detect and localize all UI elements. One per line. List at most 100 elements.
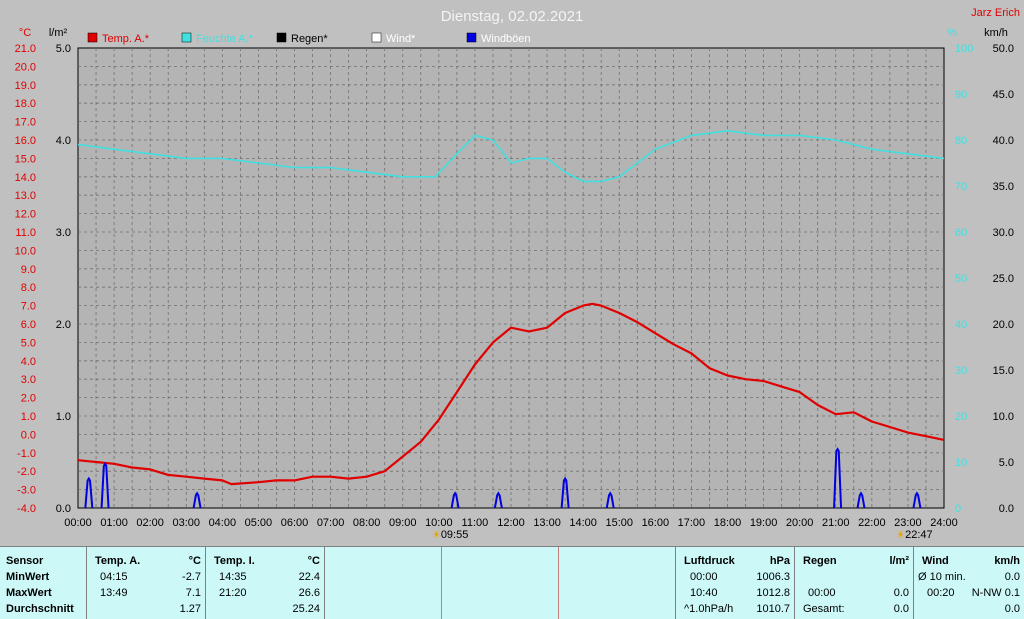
temp-tick-label: 10.0 — [15, 245, 36, 257]
legend-swatch-temp — [87, 32, 98, 43]
gust-peak — [100, 461, 110, 509]
temp-tick-label: 16.0 — [15, 135, 36, 147]
gust-peak — [560, 476, 570, 509]
temp-tick-label: 14.0 — [15, 172, 36, 184]
legend-label-gusts: Windböen — [481, 33, 531, 45]
legend-label-rain: Regen* — [291, 33, 328, 45]
humidity-tick-label: 90 — [955, 89, 967, 101]
temp-tick-label: 11.0 — [15, 227, 36, 239]
temp-tick-label: 1.0 — [21, 411, 36, 423]
wind-tick-label: 25.0 — [993, 273, 1014, 285]
gust-peak — [856, 491, 866, 509]
wind-axis: 50.0 45.0 40.0 35.0 30.0 25.0 20.0 15.0 10.0 5.0 0… — [993, 43, 1014, 515]
temp-tick-label: 6.0 — [21, 319, 36, 331]
stats-temp-a-header: Temp. A. — [95, 555, 141, 567]
stats-rain-r2-val: 0.0 — [893, 587, 909, 599]
wind-tick-label: 35.0 — [993, 181, 1014, 193]
stats-wind-r1-val: 0.0 — [1004, 571, 1020, 583]
gust-peak — [833, 447, 843, 509]
rain-tick-label: 4.0 — [56, 135, 71, 147]
stats-temp-i-avg: 25.24 — [292, 603, 320, 615]
temp-tick-label: 3.0 — [21, 374, 36, 386]
humidity-tick-label: 30 — [955, 365, 967, 377]
temp-tick-label: -2.0 — [17, 466, 36, 478]
time-tick-label: 05:00 — [245, 517, 273, 529]
time-tick-label: 12:00 — [497, 517, 525, 529]
sun-time-label: 22:47 — [905, 529, 933, 541]
stats-temp-a-min: -2.7 — [182, 571, 201, 583]
sun-icon: ☀ — [432, 530, 441, 541]
temp-tick-label: 19.0 — [15, 80, 36, 92]
temp-tick-label: -3.0 — [17, 485, 36, 497]
temp-tick-label: 18.0 — [15, 98, 36, 110]
humidity-tick-label: 0 — [955, 503, 961, 515]
time-tick-label: 17:00 — [678, 517, 706, 529]
stats-temp-a-min-time: 04:15 — [100, 571, 128, 583]
stats-wind-r2-val: N-NW 0.1 — [971, 587, 1020, 599]
stats-temp-a-avg: 1.27 — [179, 603, 201, 615]
stats-temp-a-unit: °C — [188, 555, 201, 567]
stats-wind-r1-label: Ø 10 min. — [918, 571, 966, 583]
temp-tick-label: 20.0 — [15, 61, 36, 73]
time-tick-label: 11:00 — [462, 517, 489, 529]
rain-axis-unit: l/m² — [49, 27, 68, 39]
time-tick-label: 08:00 — [353, 517, 381, 529]
time-axis: 00:00 01:00 02:00 03:00 04:00 05:00 06:00 07:00… — [64, 517, 958, 529]
wind-tick-label: 40.0 — [993, 135, 1014, 147]
stats-rain-header: Regen — [803, 555, 837, 567]
stats-rain-r3-val: 0.0 — [893, 603, 909, 615]
stats-pressure-r3-val: 1010.7 — [756, 603, 790, 615]
stats-rain-block: Regen l/m² 00:00 0.0 Gesamt: 0.0 — [795, 547, 913, 619]
stats-sensor-block: Sensor MinWert MaxWert Durchschnitt — [0, 547, 86, 619]
stats-temp-i-max-time: 21:20 — [219, 587, 247, 599]
time-tick-label: 14:00 — [569, 517, 597, 529]
temp-tick-label: -4.0 — [17, 503, 36, 515]
rain-tick-label: 3.0 — [56, 227, 71, 239]
time-tick-label: 13:00 — [533, 517, 561, 529]
stats-wind-header: Wind — [922, 555, 949, 567]
wind-tick-label: 5.0 — [999, 457, 1014, 469]
stats-temp-i-block: Temp. I. °C 14:35 22.4 21:20 26.6 25.24 — [206, 547, 324, 619]
sun-time-label: 09:55 — [441, 529, 469, 541]
time-tick-label: 16:00 — [642, 517, 670, 529]
humidity-axis-unit: % — [947, 27, 957, 39]
wind-tick-label: 45.0 — [993, 89, 1014, 101]
humidity-tick-label: 80 — [955, 135, 967, 147]
temp-tick-label: 12.0 — [15, 209, 36, 221]
time-tick-label: 04:00 — [209, 517, 237, 529]
stats-pressure-r2-val: 1012.8 — [756, 587, 790, 599]
chart-title: Dienstag, 02.02.2021 — [441, 8, 584, 25]
stats-pressure-header: Luftdruck — [684, 555, 735, 567]
legend-swatch-gusts — [466, 32, 477, 43]
stats-row-avg-label: Durchschnitt — [6, 603, 74, 615]
stats-row-min-label: MinWert — [6, 571, 50, 583]
wind-tick-label: 50.0 — [993, 43, 1014, 55]
wind-axis-unit: km/h — [984, 27, 1008, 39]
stats-temp-i-max: 26.6 — [298, 587, 320, 599]
legend-swatch-rain — [276, 32, 287, 43]
gust-peak — [912, 491, 922, 509]
time-tick-label: 15:00 — [605, 517, 633, 529]
wind-tick-label: 30.0 — [993, 227, 1014, 239]
gust-peak — [84, 476, 94, 509]
rain-tick-label: 0.0 — [56, 503, 71, 515]
gust-peak — [605, 491, 615, 509]
time-tick-label: 22:00 — [858, 517, 886, 529]
stats-wind-unit: km/h — [994, 555, 1020, 567]
stats-pressure-r3-label: ^1.0hPa/h — [684, 603, 734, 615]
stats-pressure-unit: hPa — [769, 555, 790, 567]
rain-tick-label: 1.0 — [56, 411, 71, 423]
stats-pressure-r1-val: 1006.3 — [756, 571, 790, 583]
stats-temp-i-unit: °C — [307, 555, 320, 567]
stats-temp-a-max-time: 13:49 — [100, 587, 128, 599]
stats-temp-a-block: Temp. A. °C 04:15 -2.7 13:49 7.1 1.27 — [87, 547, 205, 619]
legend-label-wind: Wind* — [386, 33, 416, 45]
stats-pressure-r1-label: 00:00 — [690, 571, 718, 583]
temp-tick-label: 17.0 — [15, 117, 36, 129]
rain-tick-label: 5.0 — [56, 43, 71, 55]
stats-pressure-r2-label: 10:40 — [690, 587, 718, 599]
gust-peak — [493, 491, 503, 509]
stats-panel: Sensor MinWert MaxWert Durchschnitt Temp… — [0, 546, 1024, 619]
time-tick-label: 20:00 — [786, 517, 814, 529]
wind-tick-label: 10.0 — [993, 411, 1014, 423]
